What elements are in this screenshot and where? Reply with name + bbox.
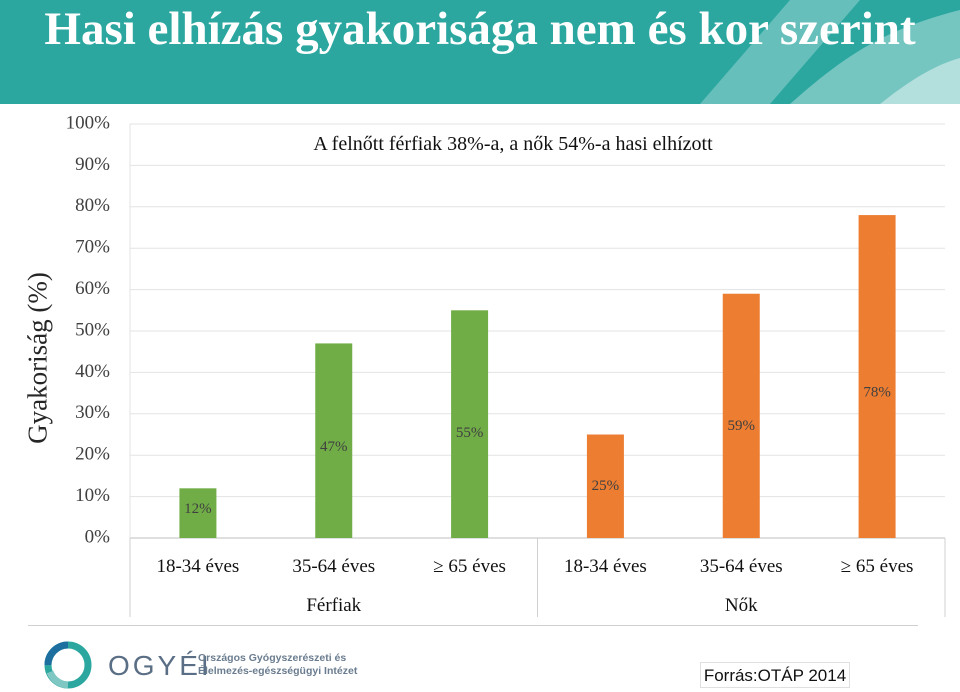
data-label: 47% [320,439,348,455]
x-tick-label: 18-34 éves [156,556,239,577]
slide-title: Hasi elhízás gyakorisága nem és kor szer… [44,3,916,55]
chart-subtitle: A felnőtt férfiak 38%-a, a nők 54%-a has… [313,133,713,155]
y-tick-label: 50% [75,319,110,340]
x-tick-label: 35-64 éves [292,556,375,577]
data-label: 12% [184,501,212,517]
group-label: Nők [725,595,758,616]
footer-divider [28,625,918,626]
data-label: 59% [728,418,756,434]
bar [586,434,624,538]
header-band [0,0,960,104]
group-label: Férfiak [306,595,361,616]
data-label: 55% [456,425,484,441]
bar [858,215,896,538]
y-tick-label: 70% [75,237,110,258]
y-tick-label: 100% [66,112,111,133]
institute-name: Országos Gyógyszerészeti és Élelmezés-eg… [198,652,357,678]
x-tick-label: ≥ 65 éves [433,556,506,577]
y-tick-label: 30% [75,402,110,423]
institute-line-1: Országos Gyógyszerészeti és [198,652,347,664]
source-note: Forrás:OTÁP 2014 [700,662,850,688]
y-tick-label: 10% [75,485,110,506]
data-label: 78% [863,385,891,401]
institute-line-2: Élelmezés-egészségügyi Intézet [198,665,358,677]
bar [722,293,760,538]
bar [179,488,217,538]
bar [315,343,353,538]
bar [451,310,489,538]
data-label: 25% [592,478,620,494]
x-tick-label: 35-64 éves [700,556,783,577]
ogyei-logo-icon [44,641,92,689]
y-tick-label: 0% [85,526,111,547]
y-tick-label: 20% [75,444,110,465]
logo-text: OGYÉI [108,650,212,681]
header-decoration [700,0,960,104]
y-tick-label: 40% [75,361,110,382]
y-tick-label: 60% [75,278,110,299]
x-tick-label: ≥ 65 éves [841,556,914,577]
y-tick-label: 90% [75,154,110,175]
y-tick-label: 80% [75,195,110,216]
x-tick-label: 18-34 éves [564,556,647,577]
